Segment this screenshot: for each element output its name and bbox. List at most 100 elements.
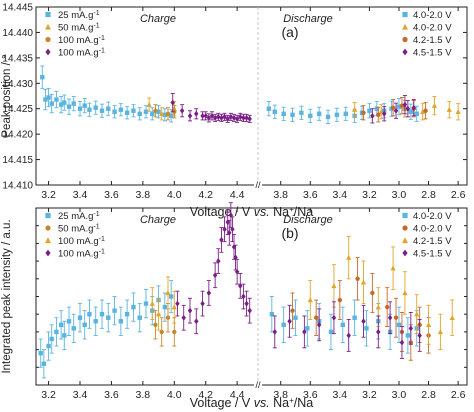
data-point-charge bbox=[156, 109, 161, 114]
data-point-charge bbox=[41, 361, 47, 366]
data-point-charge bbox=[153, 108, 158, 113]
legend-label: 25 mA.g-1 bbox=[58, 211, 100, 223]
data-point-discharge bbox=[437, 329, 443, 335]
x-axis-label-part: Voltage / V bbox=[190, 396, 254, 410]
data-point-charge bbox=[93, 105, 98, 110]
data-point-discharge bbox=[355, 276, 360, 281]
data-point-discharge bbox=[378, 108, 384, 114]
data-point-discharge bbox=[411, 104, 416, 111]
legend-label: 25 mA.g-1 bbox=[58, 10, 100, 22]
data-point-charge bbox=[38, 350, 43, 356]
x-axis-label: Voltage / V vs. Na+/Na bbox=[190, 396, 314, 411]
data-point-charge bbox=[222, 226, 227, 233]
data-point-discharge bbox=[346, 254, 352, 260]
axis-break-gap bbox=[254, 182, 262, 188]
data-point-charge bbox=[143, 301, 149, 306]
data-point-charge bbox=[165, 315, 171, 320]
data-point-discharge bbox=[425, 322, 432, 328]
data-point-discharge bbox=[272, 109, 277, 114]
data-point-charge bbox=[241, 293, 246, 300]
legend-marker bbox=[45, 11, 51, 18]
y-axis-label: Peak position / ° bbox=[1, 54, 13, 137]
data-point-discharge bbox=[299, 110, 304, 115]
data-point-discharge bbox=[316, 321, 322, 328]
axis-break-marker: // bbox=[255, 180, 261, 190]
legend-marker bbox=[402, 225, 408, 231]
data-point-discharge bbox=[370, 112, 375, 119]
data-point-charge bbox=[231, 243, 237, 250]
data-point-charge bbox=[194, 318, 199, 325]
data-point-discharge bbox=[393, 315, 399, 320]
data-point-discharge bbox=[361, 110, 366, 115]
x-axis-label-part: Voltage / V bbox=[190, 205, 254, 219]
data-point-discharge bbox=[455, 108, 461, 114]
data-point-discharge bbox=[367, 108, 372, 113]
data-point-charge bbox=[106, 315, 111, 320]
legend-label: 4.5-1.5 V bbox=[413, 48, 452, 59]
data-point-discharge bbox=[308, 113, 313, 119]
legend-label-superscript: -1 bbox=[99, 248, 105, 255]
data-point-charge bbox=[66, 104, 72, 109]
data-point-charge bbox=[40, 74, 45, 80]
x-tick-label: 3.8 bbox=[273, 389, 288, 401]
data-point-discharge bbox=[307, 297, 313, 303]
data-point-charge bbox=[219, 236, 224, 243]
data-point-charge bbox=[162, 304, 168, 310]
legend-label-superscript: -1 bbox=[93, 223, 99, 230]
legend-label: 4.2-1.5 V bbox=[413, 236, 452, 247]
data-point-discharge bbox=[446, 106, 452, 112]
data-point-discharge bbox=[290, 308, 295, 313]
y-tick-label: 14.435 bbox=[2, 53, 33, 64]
data-point-charge bbox=[87, 107, 92, 112]
data-point-charge bbox=[203, 112, 208, 119]
x-tick-label: 4.2 bbox=[198, 389, 213, 401]
legend-marker bbox=[45, 36, 51, 43]
data-point-charge bbox=[58, 322, 64, 328]
data-point-charge bbox=[172, 329, 177, 335]
data-point-charge bbox=[118, 319, 124, 324]
legend-label-superscript: -1 bbox=[93, 10, 99, 17]
x-tick-label: 3.6 bbox=[303, 389, 318, 401]
data-point-charge bbox=[46, 343, 51, 349]
section-label-charge: Charge bbox=[140, 214, 176, 226]
legend-marker bbox=[402, 212, 408, 219]
panel-label: (b) bbox=[281, 225, 298, 241]
section-label-charge: Charge bbox=[140, 13, 176, 25]
legend-marker bbox=[402, 237, 408, 244]
data-point-discharge bbox=[293, 315, 298, 320]
data-point-charge bbox=[153, 322, 158, 328]
legend-label-superscript: -1 bbox=[93, 22, 99, 29]
data-point-charge bbox=[234, 268, 240, 275]
legend-marker bbox=[45, 225, 51, 231]
x-tick-label: 2.8 bbox=[421, 189, 436, 201]
data-point-charge bbox=[230, 226, 235, 233]
data-point-discharge bbox=[405, 105, 411, 112]
data-point-discharge bbox=[352, 315, 357, 320]
x-axis-label-part: + bbox=[289, 205, 294, 214]
axis-break-marker: // bbox=[255, 380, 261, 390]
data-point-charge bbox=[146, 101, 152, 107]
panel-b: // 3.2 3.4 3.6 3.8 4.0 4.2 4.4 3.8 3.6 3.4 3.2 3.0 2.… bbox=[1, 202, 468, 411]
y-tick-label: 14.420 bbox=[2, 130, 33, 141]
data-point-charge bbox=[99, 312, 105, 317]
data-point-charge bbox=[54, 97, 59, 102]
x-tick-label: 3.8 bbox=[136, 389, 151, 401]
data-point-charge bbox=[247, 307, 252, 314]
data-point-charge bbox=[216, 258, 221, 265]
data-point-charge bbox=[241, 114, 246, 121]
data-point-discharge bbox=[408, 109, 414, 114]
data-point-discharge bbox=[337, 297, 343, 303]
data-point-discharge bbox=[414, 111, 419, 116]
section-label-discharge: Discharge bbox=[283, 13, 333, 25]
x-tick-label: 3.4 bbox=[73, 389, 88, 401]
legend-marker bbox=[45, 23, 51, 30]
data-point-charge bbox=[171, 304, 177, 310]
x-tick-label: 2.6 bbox=[451, 189, 466, 201]
data-point-charge bbox=[231, 114, 237, 121]
data-point-charge bbox=[175, 300, 180, 307]
data-point-discharge bbox=[287, 318, 292, 325]
data-point-discharge bbox=[361, 318, 366, 325]
x-tick-label: 3.8 bbox=[273, 189, 288, 201]
data-point-charge bbox=[66, 319, 72, 324]
data-point-discharge bbox=[376, 328, 381, 335]
